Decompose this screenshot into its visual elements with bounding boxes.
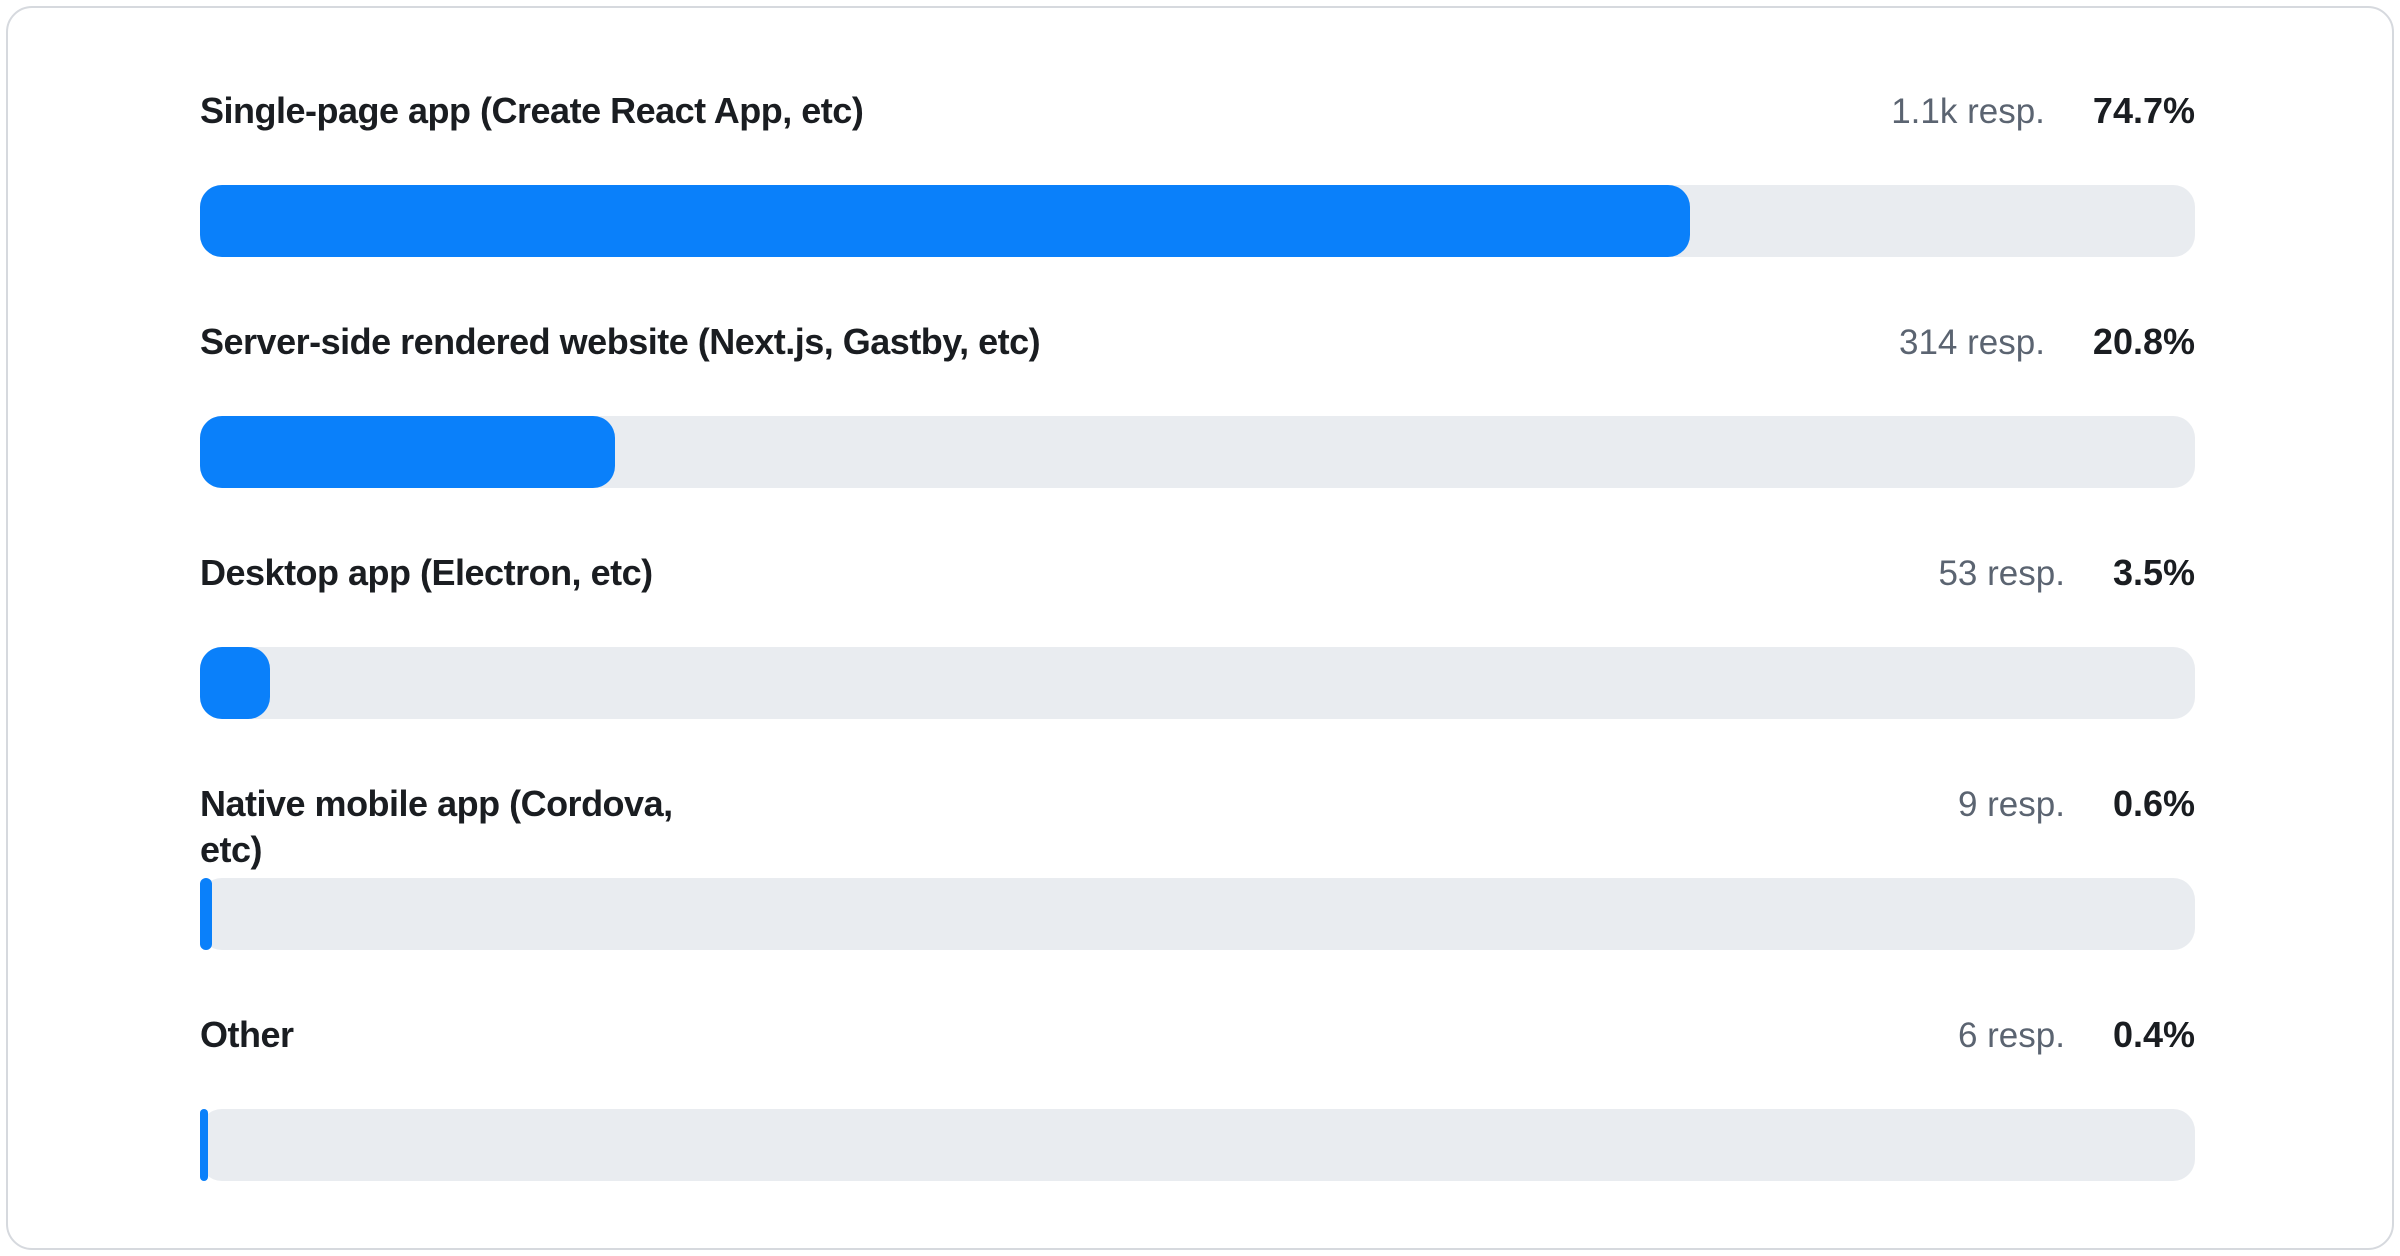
response-count: 9 resp. <box>1957 785 2065 824</box>
response-count: 314 resp. <box>1898 323 2045 362</box>
row-header: Server-side rendered website (Next.js, G… <box>200 319 2195 365</box>
bar-label: Desktop app (Electron, etc) <box>200 552 653 593</box>
percent-value: 3.5% <box>2112 552 2195 593</box>
row-header: Desktop app (Electron, etc) 53 resp. 3.5… <box>200 550 2195 596</box>
response-count: 1.1k resp. <box>1891 92 2045 131</box>
bar-track <box>200 185 2195 257</box>
bar-label: Server-side rendered website (Next.js, G… <box>200 321 1041 362</box>
chart-row: Single-page app (Create React App, etc) … <box>200 88 2195 257</box>
bar-track <box>200 647 2195 719</box>
row-header: Native mobile app (Cordova, etc) 9 resp.… <box>200 781 2195 870</box>
value-group: 6 resp. 0.4% <box>1958 1014 2195 1056</box>
row-header: Other 6 resp. 0.4% <box>200 1012 2195 1058</box>
bar-label: Native mobile app (Cordova, etc) <box>200 783 673 870</box>
bar-fill <box>200 1109 208 1181</box>
percent-value: 20.8% <box>2092 321 2195 362</box>
response-count: 53 resp. <box>1938 554 2065 593</box>
value-group: 9 resp. 0.6% <box>1958 783 2195 825</box>
percent-value: 0.6% <box>2112 783 2195 824</box>
bar-track <box>200 416 2195 488</box>
bar-fill <box>200 647 270 719</box>
value-group: 1.1k resp. 74.7% <box>1891 90 2195 132</box>
bar-track <box>200 1109 2195 1181</box>
survey-results-card: Single-page app (Create React App, etc) … <box>6 6 2394 1250</box>
chart-row: Other 6 resp. 0.4% <box>200 1012 2195 1181</box>
bar-label: Single-page app (Create React App, etc) <box>200 90 864 131</box>
response-count: 6 resp. <box>1957 1016 2065 1055</box>
row-header: Single-page app (Create React App, etc) … <box>200 88 2195 134</box>
bar-fill <box>200 416 615 488</box>
bar-track <box>200 878 2195 950</box>
bar-label: Other <box>200 1014 294 1055</box>
bar-fill <box>200 878 212 950</box>
value-group: 53 resp. 3.5% <box>1938 552 2195 594</box>
value-group: 314 resp. 20.8% <box>1899 321 2195 363</box>
chart-row: Desktop app (Electron, etc) 53 resp. 3.5… <box>200 550 2195 719</box>
chart-row: Server-side rendered website (Next.js, G… <box>200 319 2195 488</box>
chart-row: Native mobile app (Cordova, etc) 9 resp.… <box>200 781 2195 950</box>
percent-value: 0.4% <box>2112 1014 2195 1055</box>
bar-chart: Single-page app (Create React App, etc) … <box>8 8 2392 1181</box>
bar-fill <box>200 185 1691 257</box>
percent-value: 74.7% <box>2092 90 2195 131</box>
